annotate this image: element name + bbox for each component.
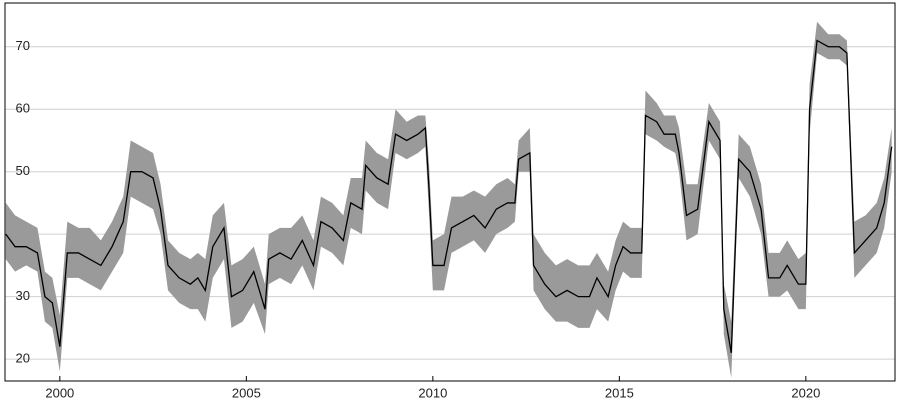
x-tick-label: 2010 (418, 385, 447, 400)
confidence-band (5, 21, 892, 378)
y-tick-label: 60 (16, 101, 30, 116)
y-tick-label: 70 (16, 38, 30, 53)
x-tick-label: 2005 (232, 385, 261, 400)
y-tick-label: 30 (16, 288, 30, 303)
y-tick-label: 50 (16, 163, 30, 178)
y-tick-label: 20 (16, 351, 30, 366)
x-tick-label: 2000 (45, 385, 74, 400)
line (5, 39, 893, 353)
plot-frame (4, 2, 896, 382)
x-tick-label: 2015 (605, 385, 634, 400)
x-tick-label: 2020 (791, 385, 820, 400)
